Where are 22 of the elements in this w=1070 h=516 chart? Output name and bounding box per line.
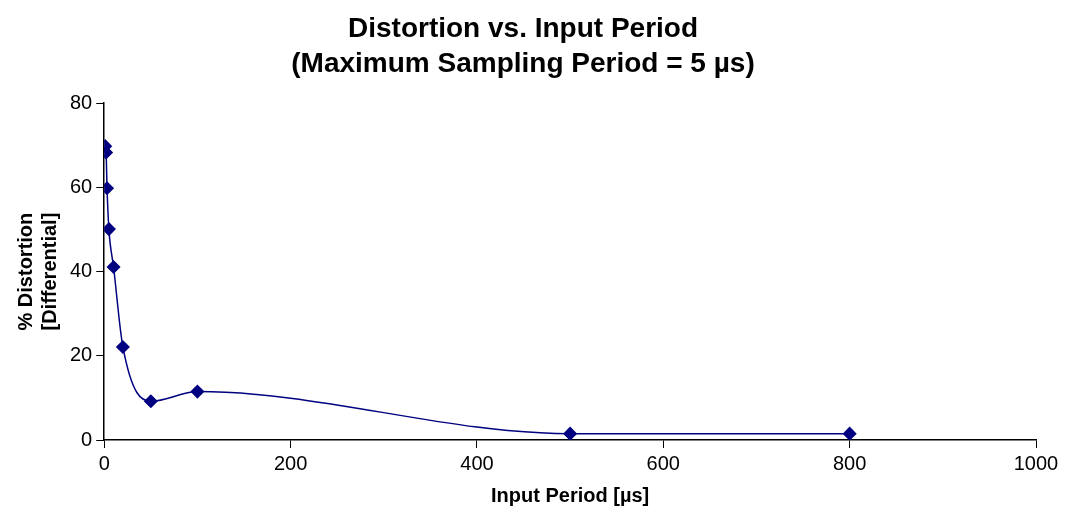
point: [144, 394, 158, 409]
y-tick-label: 80: [70, 90, 93, 113]
x-tick-label: 600: [646, 451, 680, 474]
x-tick-label: 800: [832, 451, 867, 474]
y-tick-label: 0: [81, 427, 93, 450]
x-axis-title: Input Period [µs]: [491, 483, 650, 506]
y-tick-label: 60: [70, 174, 93, 197]
x-tick-label: 400: [460, 451, 494, 474]
point: [842, 426, 857, 440]
y-axis-title: % Distortion [Differential]: [13, 212, 60, 331]
chart-subtitle: (Maximum Sampling Period = 5 µs): [291, 47, 755, 79]
y-tick-label: 20: [70, 343, 93, 366]
x-tick-label: 200: [273, 451, 308, 474]
point: [563, 426, 577, 440]
x-tick-label: 0: [98, 451, 110, 474]
point: [106, 260, 121, 274]
point: [116, 340, 130, 354]
x-tick-label: 1000: [1013, 451, 1059, 474]
point: [190, 384, 205, 399]
chart-title: Distortion vs. Input Period: [347, 11, 699, 43]
point: [104, 222, 116, 236]
y-tick-label: 40: [70, 259, 93, 282]
